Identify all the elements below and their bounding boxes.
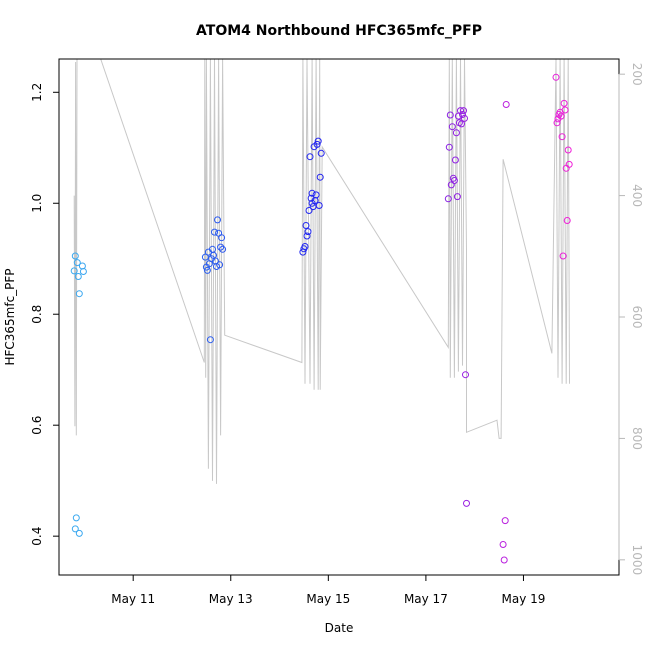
data-point xyxy=(457,107,464,115)
x-tick-label: May 11 xyxy=(111,592,155,606)
data-point xyxy=(312,191,320,199)
data-point xyxy=(302,222,310,229)
data-point xyxy=(315,202,323,209)
data-point xyxy=(308,189,316,197)
data-point xyxy=(316,173,324,181)
data-point xyxy=(314,137,322,145)
data-point xyxy=(303,232,311,240)
data-point xyxy=(452,129,460,137)
data-point xyxy=(448,123,456,131)
data-point xyxy=(559,252,567,260)
data-point xyxy=(458,120,465,128)
data-point xyxy=(304,228,312,236)
data-point xyxy=(453,193,461,201)
data-point xyxy=(450,177,458,184)
x-tick-label: May 17 xyxy=(404,592,448,606)
data-point xyxy=(301,243,309,250)
data-point xyxy=(75,290,83,298)
y-tick-label: 1.0 xyxy=(30,194,44,213)
x-axis: May 11 May 13 May 15 May 17 May 19 xyxy=(111,575,545,606)
y2-tick-label: 600 xyxy=(630,306,644,329)
data-point xyxy=(71,252,79,260)
y2-tick-label: 200 xyxy=(630,63,644,86)
data-point xyxy=(445,143,453,151)
secondary-line-layer xyxy=(73,58,570,484)
data-point xyxy=(308,199,316,207)
data-point xyxy=(72,514,80,522)
data-point-layer xyxy=(70,73,573,564)
x-tick-label: May 15 xyxy=(306,592,350,606)
x-axis-title: Date xyxy=(325,621,354,635)
data-point xyxy=(206,336,214,344)
data-point xyxy=(459,111,466,118)
data-point xyxy=(462,371,469,379)
data-point xyxy=(214,216,221,224)
y-tick-label: 1.2 xyxy=(30,83,44,102)
data-point xyxy=(313,140,321,148)
data-point xyxy=(218,234,226,242)
data-point xyxy=(70,267,78,275)
data-point xyxy=(307,194,315,202)
data-point xyxy=(552,73,560,81)
data-point xyxy=(203,266,211,274)
y-axis-title: HFC365mfc_PFP xyxy=(3,268,17,365)
data-point xyxy=(317,149,325,157)
data-point xyxy=(461,114,468,122)
y2-tick-label: 1000 xyxy=(630,545,644,576)
y-axis-left: 0.4 0.6 0.8 1.0 1.2 xyxy=(30,83,59,546)
data-point xyxy=(216,261,224,269)
y-tick-label: 0.4 xyxy=(30,527,44,546)
y2-tick-label: 800 xyxy=(630,427,644,450)
x-tick-label: May 13 xyxy=(209,592,253,606)
y-tick-label: 0.8 xyxy=(30,305,44,324)
data-point xyxy=(73,259,81,267)
data-point xyxy=(564,146,572,154)
y2-tick-label: 400 xyxy=(630,184,644,207)
data-point xyxy=(74,273,82,280)
data-point xyxy=(499,541,507,548)
data-point xyxy=(75,529,83,537)
data-point xyxy=(460,107,467,115)
data-point xyxy=(502,101,510,108)
chart-title: ATOM4 Northbound HFC365mfc_PFP xyxy=(196,23,482,39)
secondary-series-line xyxy=(73,58,570,484)
data-point xyxy=(563,217,571,224)
data-point xyxy=(558,133,566,141)
data-point xyxy=(500,556,508,564)
data-point xyxy=(219,245,227,253)
data-point xyxy=(305,207,313,214)
data-point xyxy=(501,517,509,525)
data-point xyxy=(79,268,87,275)
data-point xyxy=(463,499,470,507)
data-point xyxy=(71,525,79,533)
data-point xyxy=(451,156,459,164)
data-point xyxy=(211,228,218,236)
y-axis-right: 200 400 600 800 1000 xyxy=(618,63,644,576)
data-point xyxy=(446,111,454,119)
data-point xyxy=(557,112,565,120)
data-point xyxy=(565,160,573,168)
data-point xyxy=(553,119,561,127)
y-tick-label: 0.6 xyxy=(30,416,44,435)
data-point xyxy=(306,153,314,161)
data-point xyxy=(217,243,225,251)
data-point xyxy=(560,99,568,107)
data-point xyxy=(561,106,569,114)
x-tick-label: May 19 xyxy=(502,592,546,606)
data-point xyxy=(444,195,452,203)
